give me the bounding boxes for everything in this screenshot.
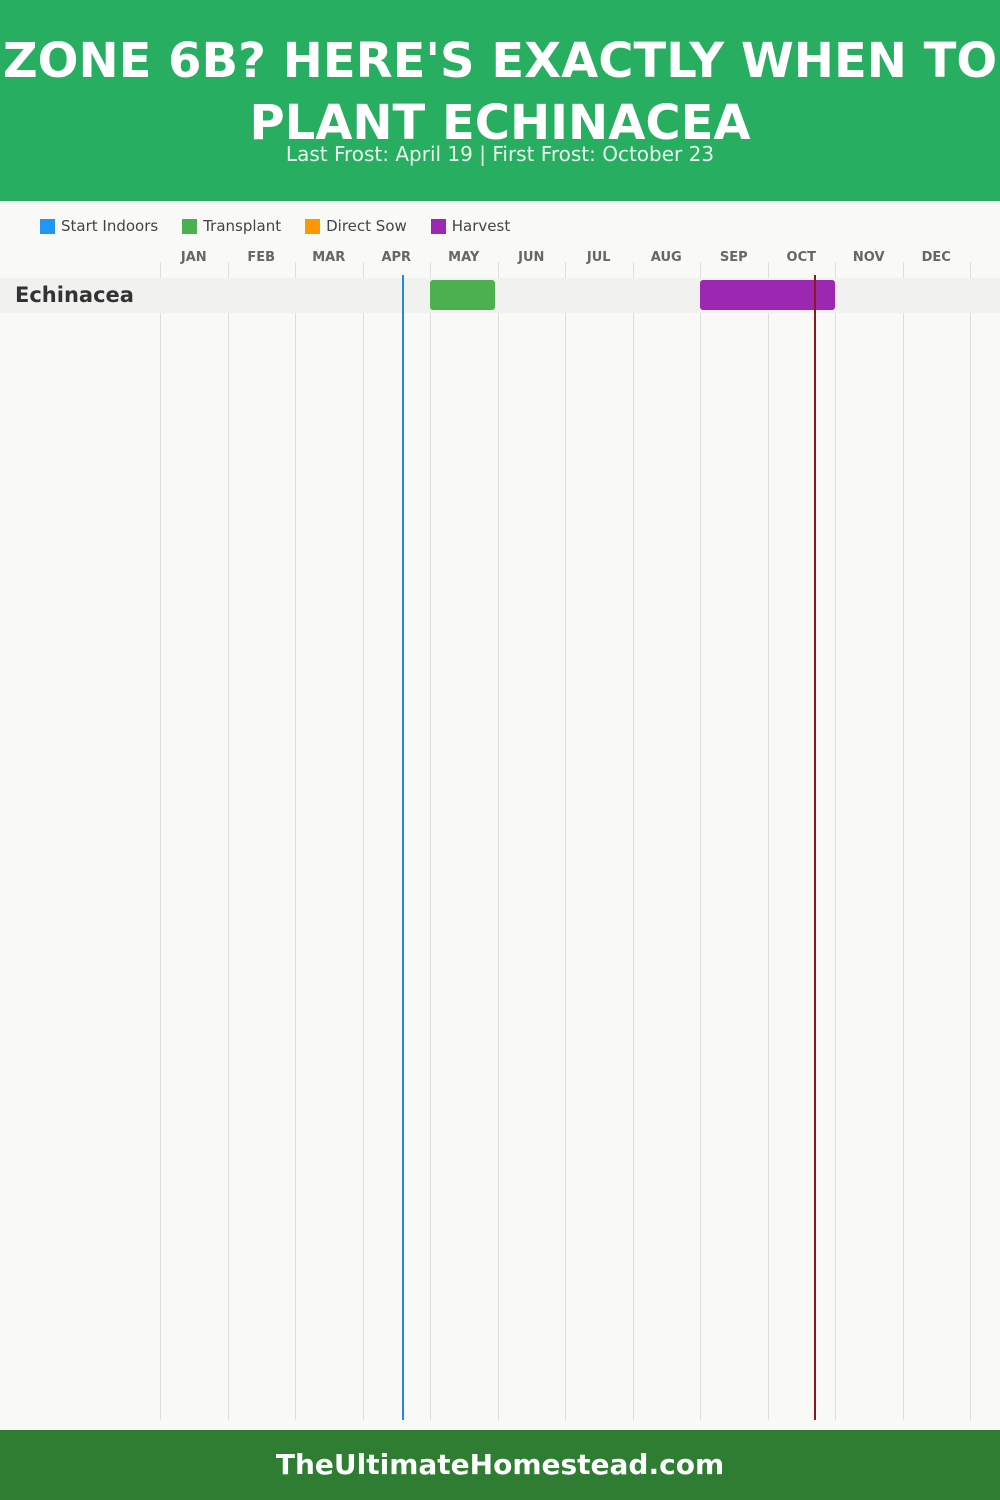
- legend-item: Transplant: [182, 217, 281, 235]
- month-label: OCT: [786, 250, 816, 265]
- legend-label: Transplant: [203, 217, 282, 235]
- month-label: JAN: [180, 250, 207, 265]
- month-label: APR: [381, 250, 412, 265]
- legend-label: Harvest: [451, 217, 511, 235]
- grid-line: [295, 262, 296, 1420]
- first-frost-line: [814, 275, 817, 1420]
- grid-line: [497, 262, 499, 1420]
- grid-line: [767, 262, 769, 1420]
- grid-line: [632, 262, 634, 1420]
- month-label: JUL: [586, 250, 611, 265]
- legend-label: Start Indoors: [61, 217, 159, 235]
- page-title: ZONE 6B? HERE'S EXACTLY WHEN TO PLANT EC…: [2, 33, 998, 151]
- grid-line: [362, 262, 364, 1420]
- grid-line: [970, 262, 971, 1420]
- grid-line: [565, 262, 566, 1420]
- grid-line: [902, 262, 904, 1420]
- grid-line: [835, 262, 836, 1420]
- plant-label: Echinacea: [15, 283, 134, 307]
- legend-label: Direct Sow: [326, 217, 407, 235]
- legend-swatch: [40, 218, 55, 234]
- month-label: JUN: [518, 250, 545, 265]
- month-label: MAY: [448, 250, 480, 265]
- last-frost-line: [402, 275, 404, 1420]
- legend-swatch: [182, 218, 198, 234]
- header-banner: ZONE 6B? HERE'S EXACTLY WHEN TO PLANT EC…: [0, 0, 1000, 201]
- month-label: AUG: [650, 250, 682, 265]
- grid-line: [700, 262, 701, 1420]
- transplant-bar: [430, 280, 496, 310]
- frost-dates-subtitle: Last Frost: April 19 | First Frost: Octo…: [285, 142, 715, 166]
- chart-legend: Start Indoors Transplant Direct Sow Harvest: [40, 214, 534, 238]
- grid-line: [227, 262, 229, 1420]
- month-label: FEB: [247, 250, 276, 265]
- plant-row: [0, 278, 1000, 313]
- grid-line: [430, 262, 431, 1420]
- legend-swatch: [430, 218, 446, 234]
- grid-line: [160, 262, 161, 1420]
- harvest-bar: [700, 280, 835, 310]
- month-label: SEP: [719, 250, 748, 265]
- planting-calendar-chart: JAN FEB MAR APR MAY JUN JUL AUG SEP OCT NOV DEC Echi…: [0, 240, 1000, 1430]
- month-label: DEC: [921, 250, 951, 265]
- month-label: NOV: [852, 250, 885, 265]
- legend-item: Harvest: [430, 217, 511, 235]
- legend-item: Direct Sow: [305, 217, 407, 235]
- legend-swatch: [305, 218, 321, 234]
- footer-site-url[interactable]: TheUltimateHomestead.com: [0, 1430, 1000, 1500]
- legend-item: Start Indoors: [40, 217, 158, 235]
- month-label: MAR: [312, 250, 346, 265]
